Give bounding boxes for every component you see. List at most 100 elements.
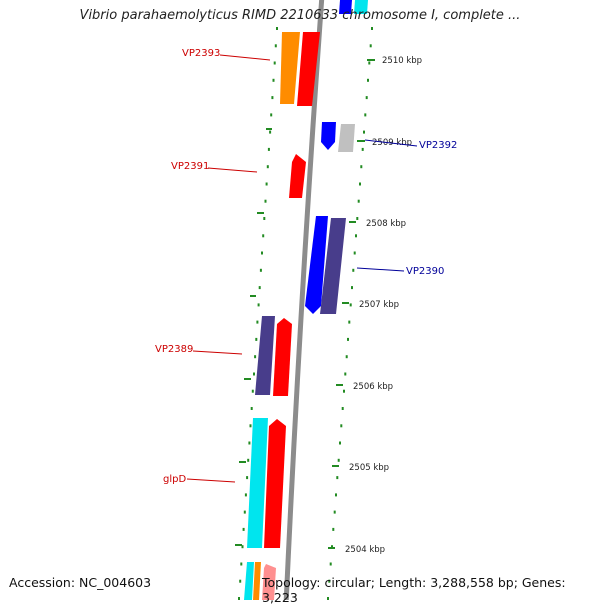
guide-dot	[273, 61, 276, 65]
gene-VP2390-slate	[320, 218, 346, 314]
guide-dot	[247, 458, 250, 462]
outer-left-dots	[238, 27, 278, 600]
guide-dot	[262, 234, 265, 238]
guide-dot	[355, 234, 357, 238]
guide-dot	[242, 527, 245, 531]
guide-dot	[356, 217, 359, 220]
guide-dot	[258, 286, 261, 290]
gene-label-VP2392[interactable]: VP2392	[419, 140, 457, 151]
guide-dot	[271, 96, 274, 100]
gene-label-VP2389[interactable]: VP2389	[155, 344, 193, 355]
guide-dot	[339, 441, 341, 445]
accession-label: Accession: NC_004603	[9, 575, 152, 590]
guide-dot	[361, 147, 364, 151]
guide-dot	[256, 320, 259, 324]
gene-label-glpD[interactable]: glpD	[163, 474, 186, 485]
gene-glpD-cyan	[247, 418, 268, 548]
guide-dot	[327, 597, 329, 600]
guide-dot	[264, 199, 267, 203]
gene-glpD-red	[264, 419, 286, 548]
gene-VP2390-blue	[305, 216, 328, 314]
leader-VP2393	[219, 54, 271, 61]
guide-dot	[272, 78, 275, 82]
tick-label-2510: 2510 kbp	[382, 56, 422, 66]
guide-dot	[360, 165, 363, 169]
gene-label-VP2390[interactable]: VP2390	[406, 266, 444, 277]
guide-dot	[331, 545, 333, 549]
tick-label-2506: 2506 kbp	[353, 382, 393, 392]
gene-VP2391	[289, 154, 306, 198]
guide-dot	[243, 510, 246, 514]
guide-dot	[257, 303, 260, 307]
guide-dot	[238, 597, 240, 600]
topology-label: Topology: circular; Length: 3,288,558 bp…	[262, 575, 566, 605]
guide-dot	[261, 251, 263, 255]
guide-dot	[344, 372, 347, 376]
guide-dot	[348, 320, 351, 324]
guide-dot	[367, 78, 369, 82]
guide-dot	[259, 268, 262, 272]
guide-dot	[341, 407, 344, 410]
outer-right-dots	[327, 27, 373, 600]
guide-dot	[267, 147, 270, 151]
guide-dot	[255, 337, 258, 341]
guide-dot	[333, 510, 336, 514]
tick-label-2507: 2507 kbp	[359, 300, 399, 310]
guide-dot	[249, 424, 252, 428]
gene-VP2389-red	[273, 318, 292, 396]
guide-dot	[274, 44, 277, 48]
guide-dot	[240, 562, 243, 566]
guide-dot	[246, 476, 249, 480]
guide-dot	[363, 130, 365, 134]
gene-VP2393-red	[297, 32, 320, 106]
guide-dot	[353, 251, 356, 255]
guide-dot	[248, 441, 251, 445]
guide-dot	[266, 165, 269, 169]
guide-dot	[335, 493, 337, 497]
guide-dot	[337, 458, 340, 462]
guide-dot	[250, 407, 253, 410]
map-title: Vibrio parahaemolyticus RIMD 2210633 chr…	[79, 8, 521, 23]
guide-dot	[244, 493, 247, 497]
guide-dot	[364, 113, 367, 117]
guide-dot	[251, 389, 254, 393]
leader-VP2392	[364, 139, 418, 147]
gene-label-VP2393[interactable]: VP2393	[182, 48, 220, 59]
gene-VP2389-slate	[255, 316, 275, 395]
guide-dot	[340, 424, 343, 428]
guide-dot	[329, 562, 332, 566]
leader-VP2390	[356, 267, 405, 272]
guide-dot	[253, 372, 255, 376]
guide-dot	[368, 61, 371, 65]
guide-dot	[369, 44, 372, 48]
guide-dot	[254, 355, 257, 359]
guide-dot	[241, 545, 244, 549]
gene-top-right	[339, 0, 368, 14]
leader-VP2389	[192, 350, 243, 355]
leader-VP2391	[207, 167, 258, 173]
guide-dot	[365, 96, 368, 100]
guide-dot	[276, 27, 278, 30]
gene-VP2392-blue	[321, 122, 336, 150]
guide-dot	[270, 113, 273, 117]
guide-dot	[347, 337, 349, 341]
guide-dot	[343, 389, 345, 393]
guide-dot	[336, 476, 339, 480]
guide-dot	[357, 199, 360, 203]
guide-dot	[328, 579, 331, 583]
guide-dot	[349, 303, 352, 307]
guide-dot	[332, 527, 335, 531]
gene-bottom-cluster	[244, 562, 276, 600]
tick-label-2508: 2508 kbp	[366, 219, 406, 229]
guide-dot	[345, 355, 348, 359]
left-tick-dashes	[235, 128, 272, 546]
gene-VP2393-orange	[280, 32, 300, 104]
guide-dot	[371, 27, 373, 30]
guide-dot	[269, 130, 272, 134]
guide-dot	[359, 182, 361, 186]
tick-label-2504: 2504 kbp	[345, 545, 385, 555]
gene-label-VP2391[interactable]: VP2391	[171, 161, 209, 172]
gene-VP2392-gray	[338, 124, 355, 152]
guide-dot	[265, 182, 268, 186]
